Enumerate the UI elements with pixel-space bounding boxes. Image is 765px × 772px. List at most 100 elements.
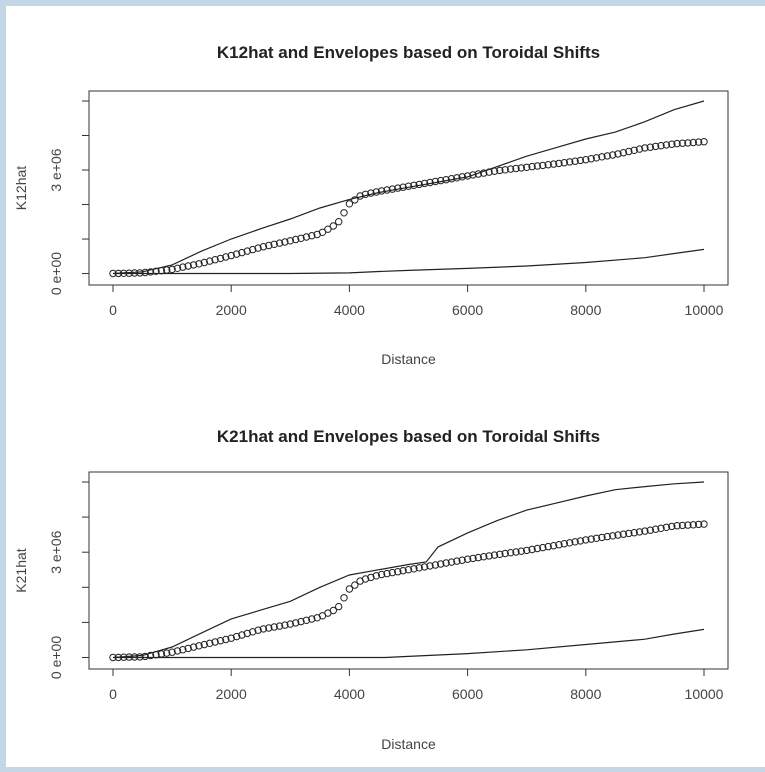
data-point — [216, 254, 225, 263]
data-point — [512, 164, 520, 173]
data-point — [458, 556, 466, 564]
x-tick-label: 2000 — [216, 302, 247, 318]
data-point — [609, 532, 617, 540]
data-point — [404, 566, 413, 574]
data-point — [329, 606, 337, 615]
data-point — [206, 257, 214, 265]
data-point — [603, 152, 611, 160]
data-point — [270, 623, 278, 631]
data-point — [184, 262, 192, 270]
data-point — [474, 553, 482, 562]
data-point — [431, 561, 440, 569]
data-point — [668, 522, 676, 531]
data-point — [662, 523, 671, 531]
data-point — [345, 200, 354, 208]
plot-panel-1: K12hat and Envelopes based on Toroidal S… — [13, 43, 729, 367]
data-point — [420, 563, 429, 571]
upper-envelope-line — [112, 481, 705, 659]
data-point — [517, 164, 525, 172]
data-point — [173, 264, 182, 272]
data-point — [485, 552, 493, 560]
x-tick-label: 0 — [109, 686, 117, 702]
data-point — [437, 560, 445, 568]
data-point — [463, 555, 472, 563]
data-point — [533, 544, 542, 553]
data-point — [544, 542, 552, 551]
data-point — [254, 626, 262, 634]
data-point — [281, 238, 289, 246]
data-point — [249, 628, 257, 636]
data-point — [549, 160, 558, 168]
data-point — [335, 218, 343, 226]
data-point — [286, 237, 294, 245]
data-point — [270, 240, 278, 249]
data-point — [544, 161, 552, 169]
lower-envelope-line — [113, 248, 705, 275]
plot-box — [88, 90, 729, 286]
data-point — [555, 159, 563, 168]
data-point — [195, 260, 203, 268]
data-point — [179, 263, 187, 271]
data-point — [641, 144, 649, 152]
data-point — [184, 644, 192, 653]
data-point — [426, 562, 434, 570]
chart-title: K21hat and Envelopes based on Toroidal S… — [217, 427, 600, 446]
data-point — [292, 235, 300, 244]
data-point — [388, 568, 397, 577]
data-point — [179, 646, 187, 654]
data-point — [211, 638, 219, 646]
data-point — [555, 541, 563, 549]
data-point — [141, 652, 149, 661]
data-point — [168, 265, 176, 274]
data-point — [222, 253, 230, 261]
data-point — [700, 138, 708, 146]
data-point — [211, 256, 219, 264]
data-point — [394, 568, 402, 576]
plot-box — [88, 471, 729, 670]
data-point — [619, 149, 628, 157]
data-point — [447, 558, 456, 566]
data-point — [673, 139, 681, 148]
data-point — [367, 573, 375, 582]
x-tick-label: 8000 — [570, 302, 601, 318]
data-point — [340, 594, 348, 602]
data-point — [324, 225, 332, 233]
data-point — [227, 251, 235, 260]
data-point — [512, 548, 520, 556]
data-point — [329, 222, 337, 230]
data-point — [635, 528, 644, 536]
data-point — [501, 166, 509, 174]
data-point — [673, 522, 681, 530]
data-point — [598, 533, 606, 542]
data-point — [243, 629, 252, 638]
data-point — [625, 147, 633, 156]
data-point — [662, 141, 671, 149]
data-point — [646, 526, 654, 534]
x-tick-label: 4000 — [334, 686, 365, 702]
data-point — [259, 243, 268, 251]
data-point — [297, 617, 305, 626]
data-point — [678, 139, 687, 147]
data-point — [308, 232, 316, 240]
data-point — [399, 567, 407, 575]
data-point — [517, 547, 525, 555]
data-point — [249, 245, 257, 254]
data-point — [523, 163, 531, 172]
y-axis-label: K21hat — [13, 548, 29, 592]
data-point — [625, 529, 633, 538]
data-point — [630, 529, 638, 537]
data-point — [259, 625, 268, 633]
data-point — [576, 156, 585, 165]
data-point — [216, 637, 225, 645]
data-point — [684, 139, 692, 147]
data-point — [308, 615, 316, 623]
data-point — [496, 550, 504, 558]
data-point — [689, 138, 697, 147]
data-point — [415, 564, 423, 572]
data-point — [173, 647, 182, 655]
x-tick-label: 6000 — [452, 686, 483, 702]
data-point — [566, 539, 574, 547]
data-point — [678, 521, 687, 530]
data-point — [453, 557, 461, 565]
y-tick-label: 0 e+00 — [48, 252, 64, 295]
